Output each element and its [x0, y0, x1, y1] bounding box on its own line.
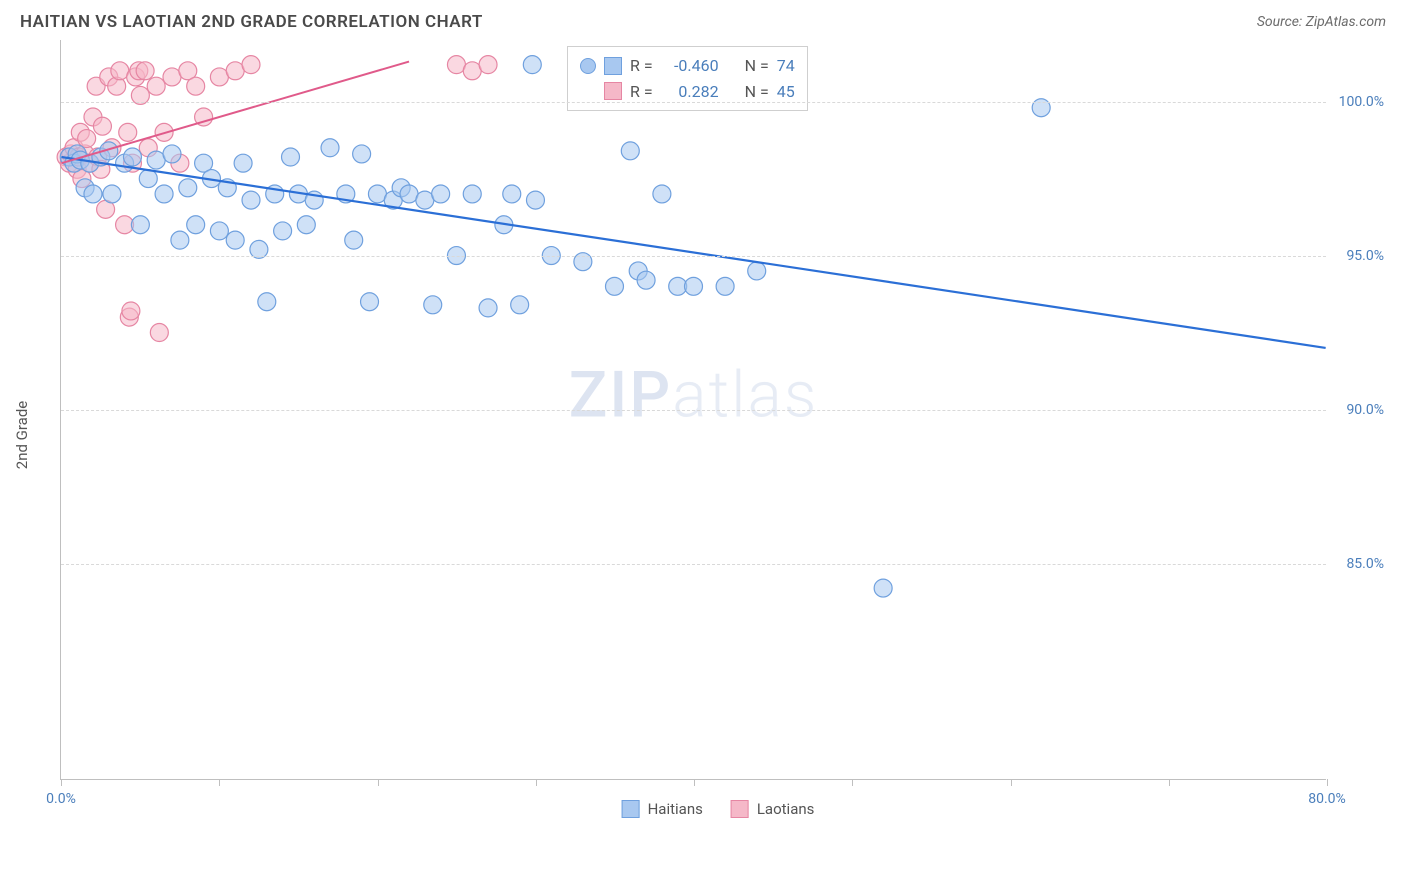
r-value: -0.460 [661, 53, 719, 79]
data-point [93, 117, 111, 135]
data-point [147, 77, 165, 95]
data-point [748, 262, 766, 280]
data-point [136, 62, 154, 80]
stats-row: R = 0.282 N = 45 [580, 79, 795, 105]
data-point [361, 293, 379, 311]
y-tick-label: 95.0% [1332, 248, 1384, 264]
legend-item: Haitians [622, 800, 703, 818]
x-tick [852, 779, 853, 786]
legend-item: Laotians [731, 800, 815, 818]
data-point [463, 185, 481, 203]
data-point [242, 191, 260, 209]
source-attribution: Source: ZipAtlas.com [1257, 14, 1386, 30]
x-tick [61, 779, 62, 786]
y-tick-label: 100.0% [1332, 94, 1384, 110]
data-point [503, 185, 521, 203]
data-point [479, 299, 497, 317]
data-point [685, 277, 703, 295]
data-point [150, 324, 168, 342]
gridline [61, 410, 1326, 411]
x-tick [694, 779, 695, 786]
x-tick [1011, 779, 1012, 786]
x-tick [219, 779, 220, 786]
data-point [424, 296, 442, 314]
data-point [242, 56, 260, 74]
data-point [716, 277, 734, 295]
gridline [61, 102, 1326, 103]
x-tick [378, 779, 379, 786]
x-tick [1327, 779, 1328, 786]
data-point [523, 56, 541, 74]
x-tick-label: 80.0% [1308, 791, 1346, 807]
legend-swatch-icon [622, 800, 640, 818]
data-point [282, 148, 300, 166]
legend-swatch-icon [731, 800, 749, 818]
data-point [479, 56, 497, 74]
data-point [122, 302, 140, 320]
stats-row: R = -0.460 N = 74 [580, 53, 795, 79]
chart-title: HAITIAN VS LAOTIAN 2ND GRADE CORRELATION… [20, 12, 483, 32]
x-tick [536, 779, 537, 786]
series-swatch-icon [604, 82, 622, 100]
n-label: N = [745, 53, 769, 79]
data-point [171, 231, 189, 249]
data-point [274, 222, 292, 240]
n-value: 74 [777, 53, 795, 79]
data-point [210, 222, 228, 240]
n-value: 45 [777, 79, 795, 105]
x-tick-label: 0.0% [46, 791, 76, 807]
data-point [653, 185, 671, 203]
series-swatch-icon [604, 57, 622, 75]
data-point [187, 77, 205, 95]
data-point [297, 216, 315, 234]
data-point [163, 145, 181, 163]
data-point [226, 231, 244, 249]
r-value: 0.282 [661, 79, 719, 105]
data-point [511, 296, 529, 314]
data-point [123, 148, 141, 166]
data-point [526, 191, 544, 209]
data-point [103, 185, 121, 203]
plot-region: ZIPatlas R =-0.460N =74R =0.282N =45 85.… [60, 40, 1326, 780]
data-point [84, 185, 102, 203]
data-point [139, 170, 157, 188]
r-label: R = [630, 79, 653, 105]
data-point [78, 130, 96, 148]
legend-label: Haitians [648, 800, 703, 818]
data-point [637, 271, 655, 289]
data-point [179, 179, 197, 197]
legend-label: Laotians [757, 800, 815, 818]
data-point [621, 142, 639, 160]
data-point [345, 231, 363, 249]
x-tick [1169, 779, 1170, 786]
series-swatch-icon [580, 58, 596, 74]
y-tick-label: 85.0% [1332, 556, 1384, 572]
data-point [321, 139, 339, 157]
data-point [234, 154, 252, 172]
data-point [258, 293, 276, 311]
data-point [874, 579, 892, 597]
chart-area: 2nd Grade ZIPatlas R =-0.460N =74R =0.28… [50, 40, 1386, 830]
data-point [353, 145, 371, 163]
y-tick-label: 90.0% [1332, 402, 1384, 418]
data-point [155, 185, 173, 203]
data-point [119, 123, 137, 141]
data-point [432, 185, 450, 203]
data-point [108, 77, 126, 95]
data-point [187, 216, 205, 234]
data-point [605, 277, 623, 295]
series-legend: Haitians Laotians [622, 800, 815, 818]
gridline [61, 564, 1326, 565]
data-point [131, 216, 149, 234]
r-label: R = [630, 53, 653, 79]
y-axis-label: 2nd Grade [13, 401, 31, 469]
gridline [61, 256, 1326, 257]
n-label: N = [745, 79, 769, 105]
